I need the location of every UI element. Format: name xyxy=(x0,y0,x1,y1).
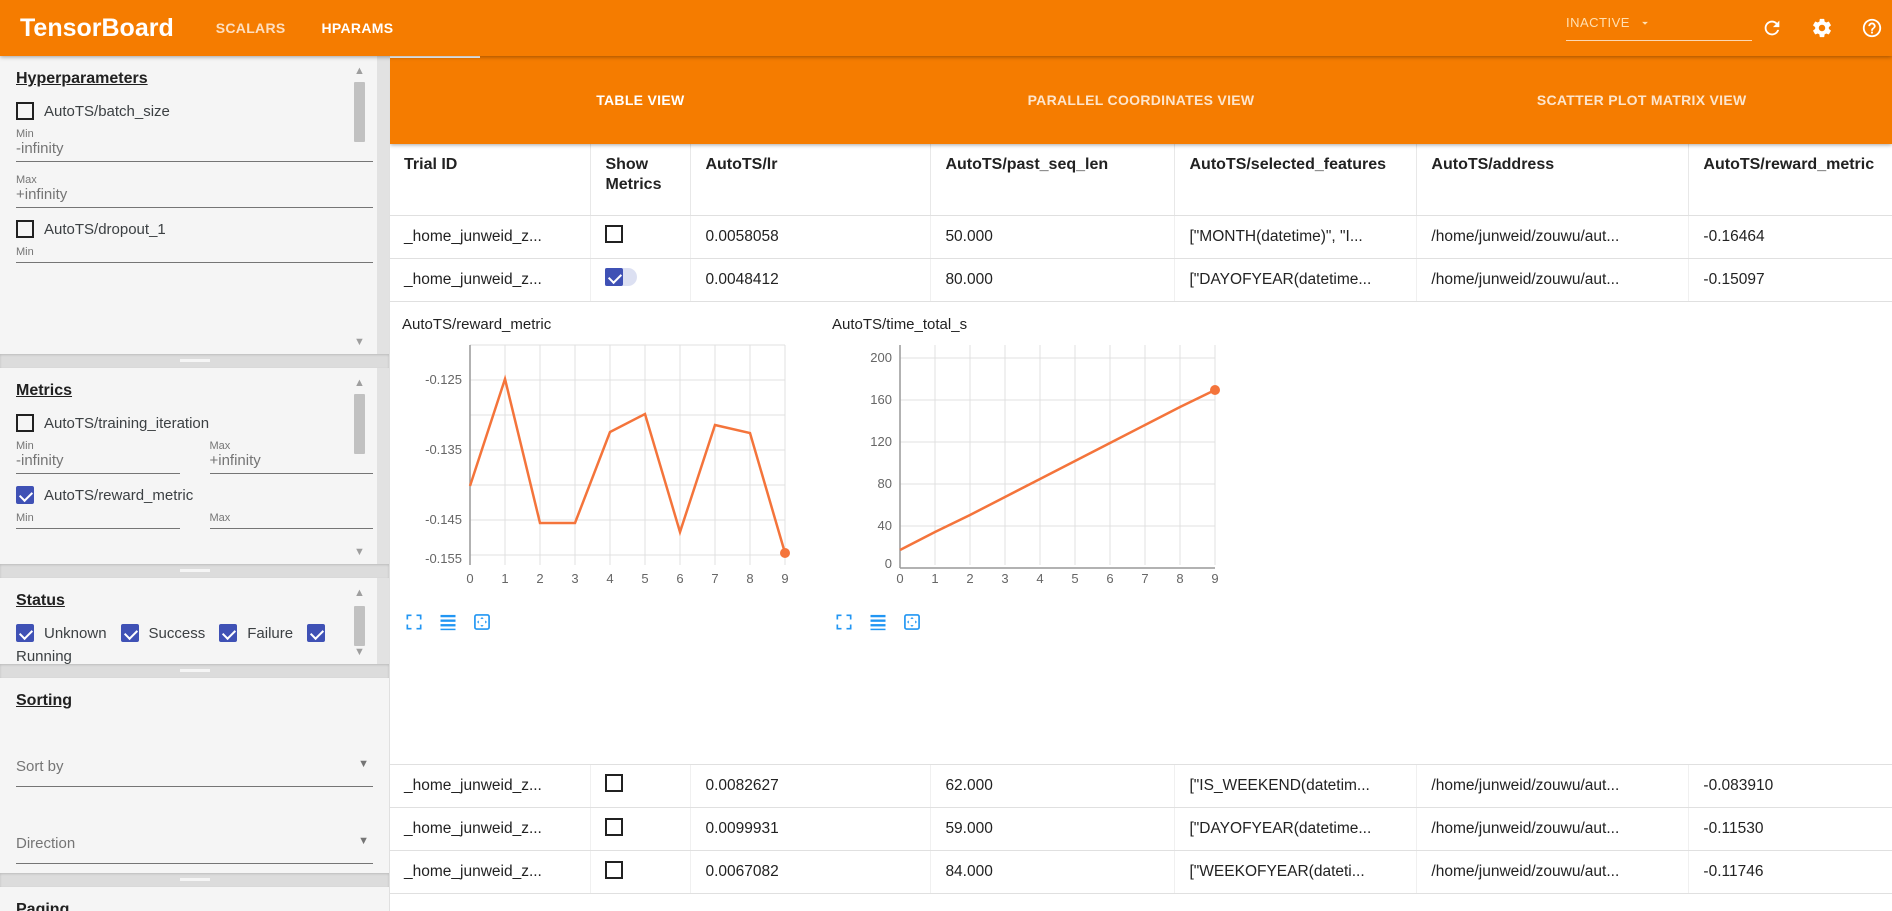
svg-text:200: 200 xyxy=(870,350,892,365)
svg-text:160: 160 xyxy=(870,392,892,407)
svg-text:0: 0 xyxy=(885,556,892,571)
svg-text:7: 7 xyxy=(1141,571,1148,586)
svg-text:8: 8 xyxy=(1176,571,1183,586)
svg-text:0: 0 xyxy=(466,571,473,586)
svg-text:3: 3 xyxy=(1001,571,1008,586)
svg-text:0: 0 xyxy=(896,571,903,586)
svg-text:9: 9 xyxy=(781,571,788,586)
svg-text:6: 6 xyxy=(676,571,683,586)
svg-text:1: 1 xyxy=(931,571,938,586)
svg-text:-0.135: -0.135 xyxy=(425,442,462,457)
svg-text:4: 4 xyxy=(606,571,613,586)
svg-text:8: 8 xyxy=(746,571,753,586)
svg-text:-0.155: -0.155 xyxy=(425,551,462,566)
svg-text:-0.125: -0.125 xyxy=(425,372,462,387)
svg-text:7: 7 xyxy=(711,571,718,586)
svg-text:6: 6 xyxy=(1106,571,1113,586)
svg-text:3: 3 xyxy=(571,571,578,586)
svg-text:9: 9 xyxy=(1211,571,1218,586)
svg-text:120: 120 xyxy=(870,434,892,449)
svg-text:5: 5 xyxy=(641,571,648,586)
svg-text:80: 80 xyxy=(878,476,892,491)
svg-text:2: 2 xyxy=(966,571,973,586)
svg-text:4: 4 xyxy=(1036,571,1043,586)
svg-text:5: 5 xyxy=(1071,571,1078,586)
svg-text:2: 2 xyxy=(536,571,543,586)
svg-text:40: 40 xyxy=(878,518,892,533)
svg-text:1: 1 xyxy=(501,571,508,586)
svg-text:-0.145: -0.145 xyxy=(425,512,462,527)
